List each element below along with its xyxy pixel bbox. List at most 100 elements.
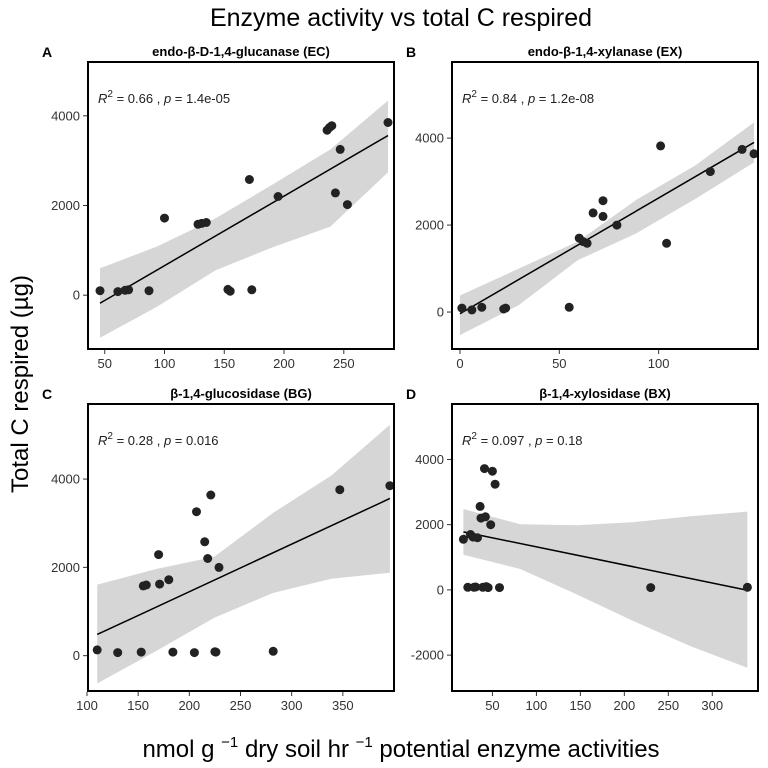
x-tick-label: 200 xyxy=(178,698,200,713)
data-point xyxy=(483,583,493,593)
data-point xyxy=(480,464,489,474)
data-point xyxy=(646,583,656,593)
data-point xyxy=(749,149,759,159)
x-tick-label: 100 xyxy=(76,698,98,713)
x-tick-label: 0 xyxy=(456,356,463,371)
data-point xyxy=(487,466,497,476)
stats-annotation: R2 = 0.28 , p = 0.016 xyxy=(98,431,219,448)
y-tick-label: 2000 xyxy=(51,560,80,575)
data-point xyxy=(705,167,715,177)
y-tick-label: 2000 xyxy=(415,517,444,532)
data-point xyxy=(495,583,504,593)
x-tick-label: 150 xyxy=(570,698,592,713)
data-point xyxy=(95,286,105,296)
y-tick-label: 4000 xyxy=(51,472,80,487)
x-tick-label: 100 xyxy=(526,698,548,713)
data-point xyxy=(155,579,165,589)
data-point xyxy=(225,286,235,296)
regression-line xyxy=(96,497,391,636)
x-axis-label-end: potential enzyme activities xyxy=(379,736,659,763)
panel-title: β-1,4-xylosidase (BX) xyxy=(539,386,670,401)
data-point xyxy=(475,501,485,511)
data-point xyxy=(480,512,490,522)
confidence-band xyxy=(97,424,390,684)
x-axis-label-exp2: −1 xyxy=(356,734,373,751)
regression-line xyxy=(459,141,755,315)
panel-border xyxy=(451,61,759,350)
data-point xyxy=(201,218,211,227)
data-point xyxy=(144,286,154,296)
data-point xyxy=(124,285,134,295)
y-tick-label: 2000 xyxy=(415,218,444,233)
data-point xyxy=(203,554,213,563)
panel-border xyxy=(451,403,759,692)
data-point xyxy=(154,550,164,560)
x-tick-label: 200 xyxy=(273,356,295,371)
data-point xyxy=(458,534,468,544)
panel-title: endo-β-1,4-xylanase (EX) xyxy=(528,44,683,59)
data-point xyxy=(656,141,666,151)
x-tick-label: 50 xyxy=(485,698,499,713)
data-point xyxy=(477,302,487,312)
panel-title: endo-β-D-1,4-glucanase (EC) xyxy=(152,44,330,59)
data-point xyxy=(244,175,254,184)
data-point xyxy=(473,533,482,543)
y-axis-label: Total C respired (µg) xyxy=(7,275,34,493)
y-tick-label: 0 xyxy=(73,288,80,303)
data-point xyxy=(385,481,395,491)
panel-title: β-1,4-glucosidase (BG) xyxy=(170,386,312,401)
x-tick-label: 200 xyxy=(613,698,635,713)
panel-letter: B xyxy=(406,44,416,60)
stats-annotation: R2 = 0.66 , p = 1.4e-05 xyxy=(98,89,230,106)
data-point xyxy=(164,575,174,585)
data-point xyxy=(564,302,574,312)
x-tick-label: 250 xyxy=(230,698,252,713)
data-point xyxy=(189,648,199,658)
data-point xyxy=(457,303,467,313)
data-point xyxy=(206,490,216,500)
data-point xyxy=(113,648,123,658)
y-tick-label: 0 xyxy=(437,305,444,320)
stats-annotation: R2 = 0.84 , p = 1.2e-08 xyxy=(462,89,594,106)
y-tick-label: -2000 xyxy=(411,648,444,663)
data-point xyxy=(214,562,224,572)
data-point xyxy=(92,645,102,655)
x-tick-label: 100 xyxy=(154,356,176,371)
data-point xyxy=(742,582,752,592)
data-point xyxy=(588,208,598,218)
x-tick-label: 250 xyxy=(333,356,355,371)
regression-line xyxy=(463,531,748,591)
y-tick-label: 0 xyxy=(437,582,444,597)
data-point xyxy=(335,144,345,154)
data-point xyxy=(490,479,500,489)
data-point xyxy=(113,287,123,297)
x-axis-label: nmol g −1 dry soil hr −1 potential enzym… xyxy=(142,726,659,763)
data-point xyxy=(330,188,340,198)
panel-letter: C xyxy=(42,386,52,402)
panel-border xyxy=(87,403,395,692)
data-point xyxy=(598,211,608,221)
x-tick-label: 250 xyxy=(657,698,679,713)
data-point xyxy=(662,238,672,248)
data-point xyxy=(501,303,511,313)
figure-title: Enzyme activity vs total C respired xyxy=(210,4,592,32)
confidence-band xyxy=(463,509,748,668)
data-point xyxy=(582,238,592,248)
data-point xyxy=(160,213,169,223)
data-point xyxy=(467,305,477,315)
data-point xyxy=(247,285,257,295)
x-tick-label: 150 xyxy=(127,698,149,713)
data-point xyxy=(463,582,473,592)
y-tick-label: 4000 xyxy=(415,452,444,467)
data-point xyxy=(268,646,278,656)
data-point xyxy=(192,507,201,517)
data-point xyxy=(383,118,393,127)
data-point xyxy=(327,121,337,131)
data-point xyxy=(335,485,345,495)
y-tick-label: 2000 xyxy=(51,198,80,213)
